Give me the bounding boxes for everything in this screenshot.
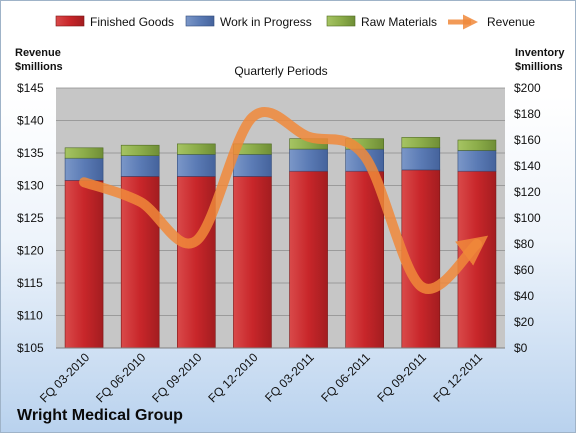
bar-work-in-progress[interactable]	[289, 148, 328, 172]
left-axis-tick-label: $125	[17, 211, 44, 225]
right-axis-tick-label: $120	[514, 185, 541, 199]
legend-item-finished-goods[interactable]: Finished Goods	[55, 15, 174, 29]
right-axis-title-line2: $millions	[515, 61, 563, 73]
left-axis-ticks: $105 $110 $115 $120 $125 $130 $135 $140 $145	[17, 81, 44, 355]
company-name: Wright Medical Group	[17, 407, 183, 424]
right-axis-tick-label: $180	[514, 107, 541, 121]
legend: Finished Goods Work in Progress Raw Mate…	[55, 14, 535, 30]
x-axis-tick-label: FQ 09-2010	[149, 350, 204, 405]
legend-label-finished-goods: Finished Goods	[90, 15, 174, 29]
right-axis-tick-label: $60	[514, 263, 534, 277]
revenue-line-group	[79, 107, 489, 294]
left-axis-tick-label: $140	[17, 114, 44, 128]
legend-swatch-finished-goods	[55, 15, 85, 27]
x-axis-tick-label: FQ 12-2010	[205, 350, 260, 405]
right-axis-tick-label: $100	[514, 211, 541, 225]
right-axis-tick-label: $200	[514, 81, 541, 95]
right-axis-tick-label: $40	[514, 289, 534, 303]
legend-item-raw-materials[interactable]: Raw Materials	[326, 15, 437, 29]
x-axis-tick-label: FQ 06-2010	[93, 350, 148, 405]
legend-swatch-raw-materials	[326, 15, 356, 27]
bar-work-in-progress[interactable]	[64, 157, 104, 181]
x-axis-ticks: FQ 03-2010 FQ 06-2010 FQ 09-2010 FQ 12-2010…	[37, 350, 485, 405]
bar-raw-materials[interactable]	[457, 139, 497, 151]
left-axis-tick-label: $115	[17, 276, 43, 290]
bar-finished-goods[interactable]	[289, 170, 328, 349]
legend-item-revenue[interactable]: Revenue	[448, 14, 535, 30]
right-axis-tick-label: $0	[514, 341, 528, 355]
right-axis-tick-label: $80	[514, 237, 534, 251]
bar-finished-goods[interactable]	[64, 180, 104, 349]
bar-work-in-progress[interactable]	[120, 155, 160, 177]
bar-work-in-progress[interactable]	[177, 154, 216, 177]
legend-label-work-in-progress: Work in Progress	[220, 15, 312, 29]
bar-work-in-progress[interactable]	[401, 147, 441, 171]
bar-raw-materials[interactable]	[177, 143, 216, 155]
right-axis-tick-label: $20	[514, 315, 534, 329]
right-axis-ticks: $0 $20 $40 $60 $80 $100 $120 $140 $160 $180 $200	[514, 81, 541, 355]
left-axis-tick-label: $145	[17, 81, 44, 95]
x-axis-tick-label: FQ 09-2011	[374, 350, 429, 405]
right-axis-tick-label: $160	[514, 133, 541, 147]
right-axis-tick-label: $140	[514, 159, 541, 173]
left-axis-tick-label: $130	[17, 179, 44, 193]
legend-label-raw-materials: Raw Materials	[361, 15, 437, 29]
bar-work-in-progress[interactable]	[233, 154, 272, 177]
legend-label-revenue: Revenue	[487, 15, 535, 29]
legend-swatch-work-in-progress	[185, 15, 215, 27]
bars	[64, 137, 497, 349]
x-axis-tick-label: FQ 12-2011	[431, 350, 486, 405]
bar-finished-goods[interactable]	[233, 176, 272, 349]
bar-raw-materials[interactable]	[401, 137, 441, 149]
bar-finished-goods[interactable]	[345, 170, 384, 349]
bar-work-in-progress[interactable]	[457, 150, 497, 172]
chart-title: Quarterly Periods	[234, 64, 327, 78]
x-axis-tick-label: FQ 06-2011	[318, 350, 373, 405]
left-axis-tick-label: $105	[17, 341, 44, 355]
legend-item-work-in-progress[interactable]: Work in Progress	[185, 15, 312, 29]
bar-raw-materials[interactable]	[64, 147, 104, 159]
left-axis-tick-label: $120	[17, 244, 44, 258]
revenue-line[interactable]	[79, 107, 489, 294]
left-axis-tick-label: $135	[17, 146, 44, 160]
left-axis-title-line2: $millions	[15, 61, 63, 73]
bar-finished-goods[interactable]	[177, 176, 216, 349]
left-axis-title-line1: Revenue	[15, 47, 61, 59]
bar-raw-materials[interactable]	[120, 144, 160, 156]
x-axis-tick-label: FQ 03-2011	[262, 350, 317, 405]
right-axis-title-line1: Inventory	[515, 47, 565, 59]
left-axis-tick-label: $110	[17, 309, 43, 323]
x-axis-tick-label: FQ 03-2010	[37, 350, 92, 405]
